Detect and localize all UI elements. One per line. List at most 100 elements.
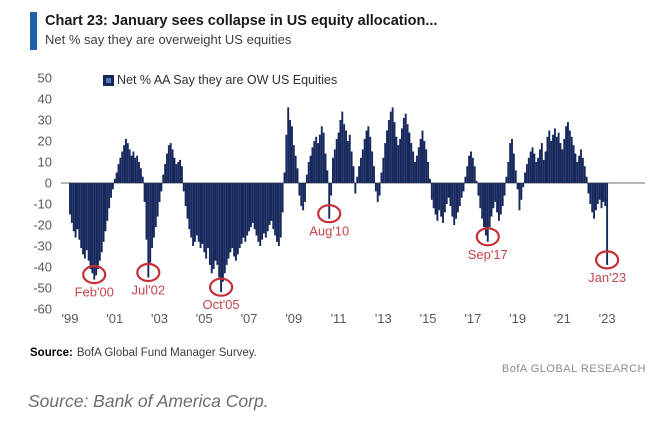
bar (119, 157, 122, 183)
x-axis-tick-label: '15 (420, 311, 437, 326)
bar (602, 183, 605, 202)
bar (186, 183, 189, 219)
y-axis-tick-label: 30 (38, 113, 52, 128)
bar (406, 124, 409, 183)
bar (229, 183, 232, 253)
chart-svg: 50 40 30 20 10 0 -10 -20 -30 -40 -50 -60 '99 '01 '03 '0… (33, 71, 645, 326)
bar (175, 164, 178, 183)
bar (156, 183, 159, 217)
y-axis-tick-label: -20 (33, 218, 52, 233)
bar (251, 183, 254, 223)
bar (464, 176, 467, 183)
bar (389, 111, 392, 183)
bar (525, 164, 528, 183)
bar (227, 183, 230, 259)
x-axis-tick-label: '01 (106, 311, 123, 326)
bar (169, 143, 172, 183)
y-axis-tick-label: 20 (38, 134, 52, 149)
bar (115, 172, 118, 183)
bar (503, 183, 506, 196)
bar (304, 183, 306, 202)
bar (264, 183, 267, 238)
bar (315, 136, 318, 183)
bar (484, 183, 487, 236)
bar (477, 183, 480, 196)
bar (391, 107, 394, 183)
bar (376, 183, 379, 202)
bar (522, 183, 525, 188)
bar (460, 183, 463, 198)
bar (121, 151, 124, 183)
bar (567, 122, 569, 183)
bar (488, 183, 491, 228)
bar (283, 172, 286, 183)
bar (208, 183, 211, 265)
bar (563, 138, 566, 183)
bar (111, 183, 114, 190)
bar (436, 183, 439, 221)
bar (365, 130, 368, 183)
bar (499, 183, 502, 215)
bar (231, 183, 234, 249)
bar (136, 155, 139, 183)
bar (305, 174, 308, 183)
bar (462, 183, 465, 192)
bar (531, 147, 534, 183)
bar (197, 183, 200, 242)
bar (166, 153, 168, 183)
bar (524, 172, 527, 183)
bar (128, 149, 131, 183)
bar (359, 157, 362, 183)
bar (296, 168, 299, 183)
bar (259, 183, 262, 246)
bar (249, 183, 252, 228)
x-axis-tick-label: '19 (509, 311, 526, 326)
bar (102, 183, 105, 242)
bar (177, 162, 180, 183)
bar (395, 136, 398, 183)
bar (292, 145, 295, 183)
y-axis-tick-label: 0 (45, 176, 52, 191)
bar (445, 183, 448, 204)
bar (330, 183, 333, 196)
y-axis-tick-label: 10 (38, 155, 52, 170)
bar (415, 155, 418, 183)
bar (470, 151, 472, 183)
bar (593, 183, 596, 219)
bar (581, 157, 584, 183)
bar (583, 166, 586, 183)
bar (412, 151, 415, 183)
bar (80, 183, 83, 249)
bar (345, 130, 347, 183)
bar (373, 166, 375, 183)
x-axis-tick-label: '99 (62, 311, 79, 326)
bar (223, 183, 226, 274)
bar (139, 168, 142, 183)
bar (332, 157, 334, 183)
x-axis-tick-label: '07 (241, 311, 258, 326)
bar (367, 126, 370, 183)
bar (399, 138, 402, 183)
bar (82, 183, 85, 255)
bar (498, 183, 500, 221)
bar (453, 183, 456, 225)
bar (401, 128, 403, 183)
bar (182, 183, 185, 192)
bar (512, 153, 515, 183)
bar (89, 183, 92, 270)
bar (514, 170, 517, 183)
bar (598, 183, 601, 200)
bar (210, 183, 213, 274)
bar (572, 145, 575, 183)
bar (559, 143, 562, 183)
bar (326, 170, 329, 183)
bar (604, 183, 607, 207)
bar (550, 141, 553, 183)
bar (408, 132, 411, 183)
bar (356, 176, 359, 183)
bar (195, 183, 198, 236)
bar (352, 166, 355, 183)
bar (110, 183, 112, 198)
bar (492, 183, 495, 209)
bar (287, 107, 290, 183)
